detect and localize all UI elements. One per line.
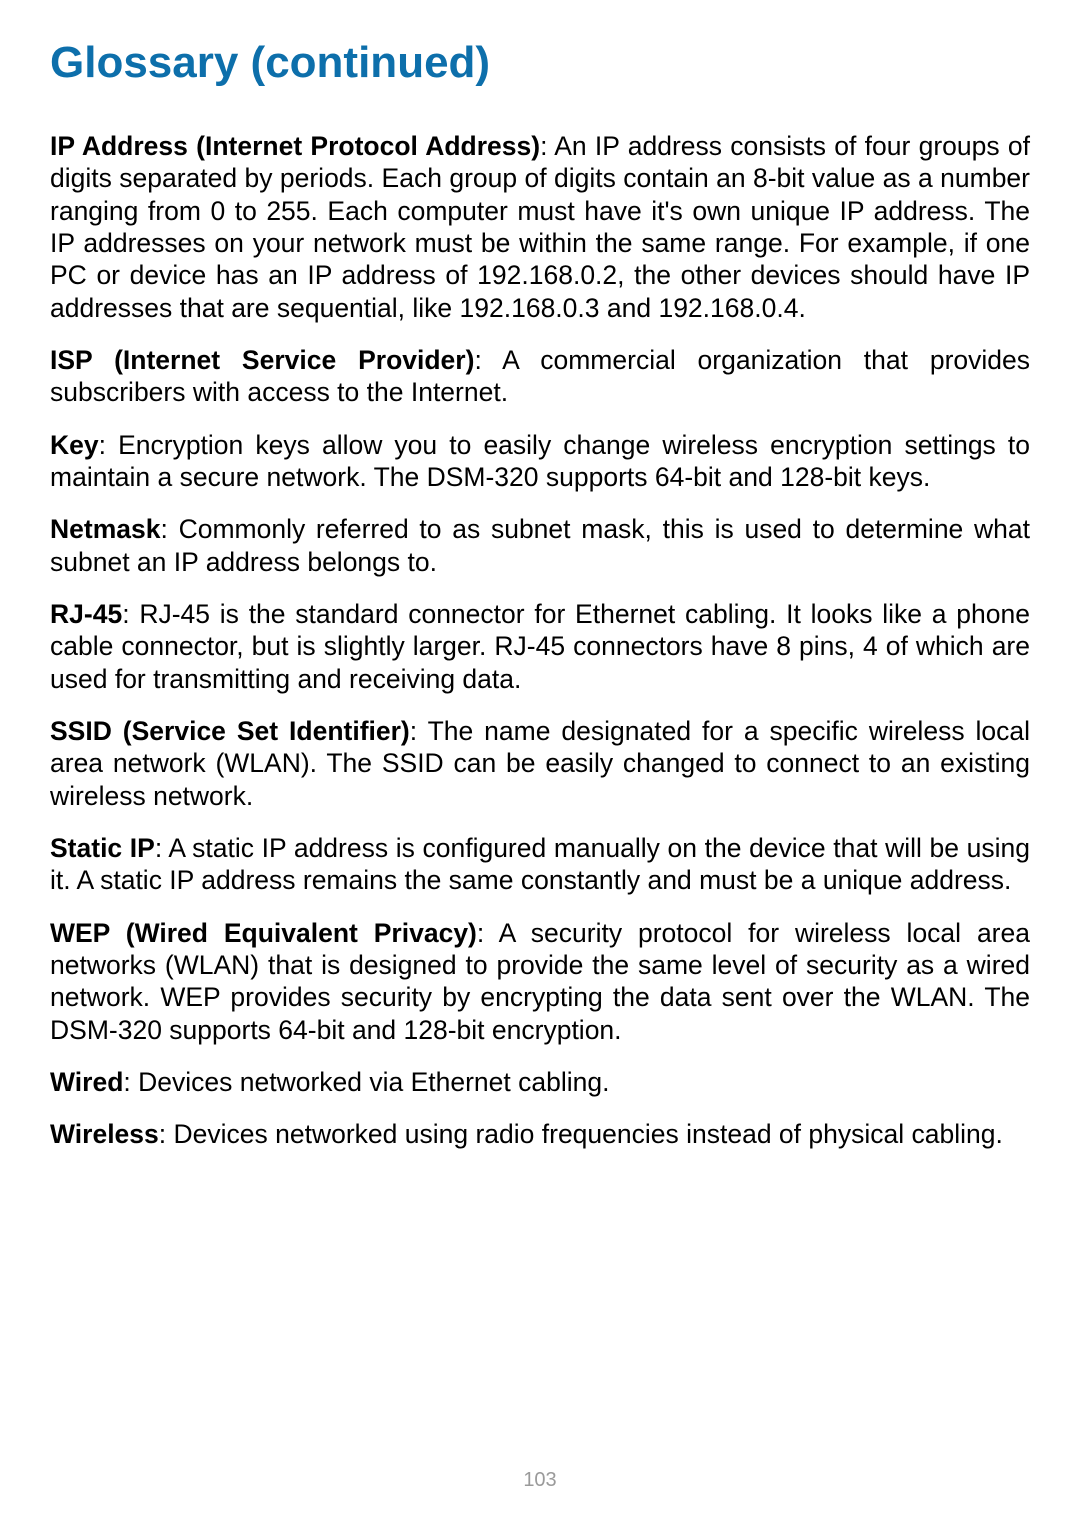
glossary-definition: : Encryption keys allow you to easily ch… [50,430,1030,492]
glossary-entry: WEP (Wired Equivalent Privacy): A securi… [50,917,1030,1046]
page-number: 103 [0,1469,1080,1492]
glossary-definition: : Devices networked using radio frequenc… [159,1119,1003,1149]
glossary-term: Netmask [50,514,160,544]
glossary-definition: : A static IP address is configured manu… [50,833,1030,895]
glossary-entry: SSID (Service Set Identifier): The name … [50,715,1030,812]
glossary-term: RJ-45 [50,599,122,629]
glossary-term: IP Address (Internet Protocol Address) [50,131,540,161]
glossary-term: SSID (Service Set Identifier) [50,716,410,746]
glossary-term: WEP (Wired Equivalent Privacy) [50,918,477,948]
glossary-entry: RJ-45: RJ-45 is the standard connector f… [50,598,1030,695]
glossary-entry: Key: Encryption keys allow you to easily… [50,429,1030,494]
document-page: Glossary (continued) IP Address (Interne… [0,0,1080,1532]
glossary-definition: : Commonly referred to as subnet mask, t… [50,514,1030,576]
glossary-entry: Wired: Devices networked via Ethernet ca… [50,1066,1030,1098]
glossary-term: Key [50,430,99,460]
glossary-entry: Netmask: Commonly referred to as subnet … [50,513,1030,578]
glossary-term: Wired [50,1067,123,1097]
glossary-entry: ISP (Internet Service Provider): A comme… [50,344,1030,409]
glossary-entry: Static IP: A static IP address is config… [50,832,1030,897]
glossary-term: Static IP [50,833,155,863]
glossary-definition: : Devices networked via Ethernet cabling… [123,1067,609,1097]
page-title: Glossary (continued) [50,38,1030,88]
glossary-term: Wireless [50,1119,159,1149]
glossary-definition: : RJ-45 is the standard connector for Et… [50,599,1030,694]
glossary-entry: IP Address (Internet Protocol Address): … [50,130,1030,324]
glossary-term: ISP (Internet Service Provider) [50,345,474,375]
glossary-entry: Wireless: Devices networked using radio … [50,1118,1030,1150]
